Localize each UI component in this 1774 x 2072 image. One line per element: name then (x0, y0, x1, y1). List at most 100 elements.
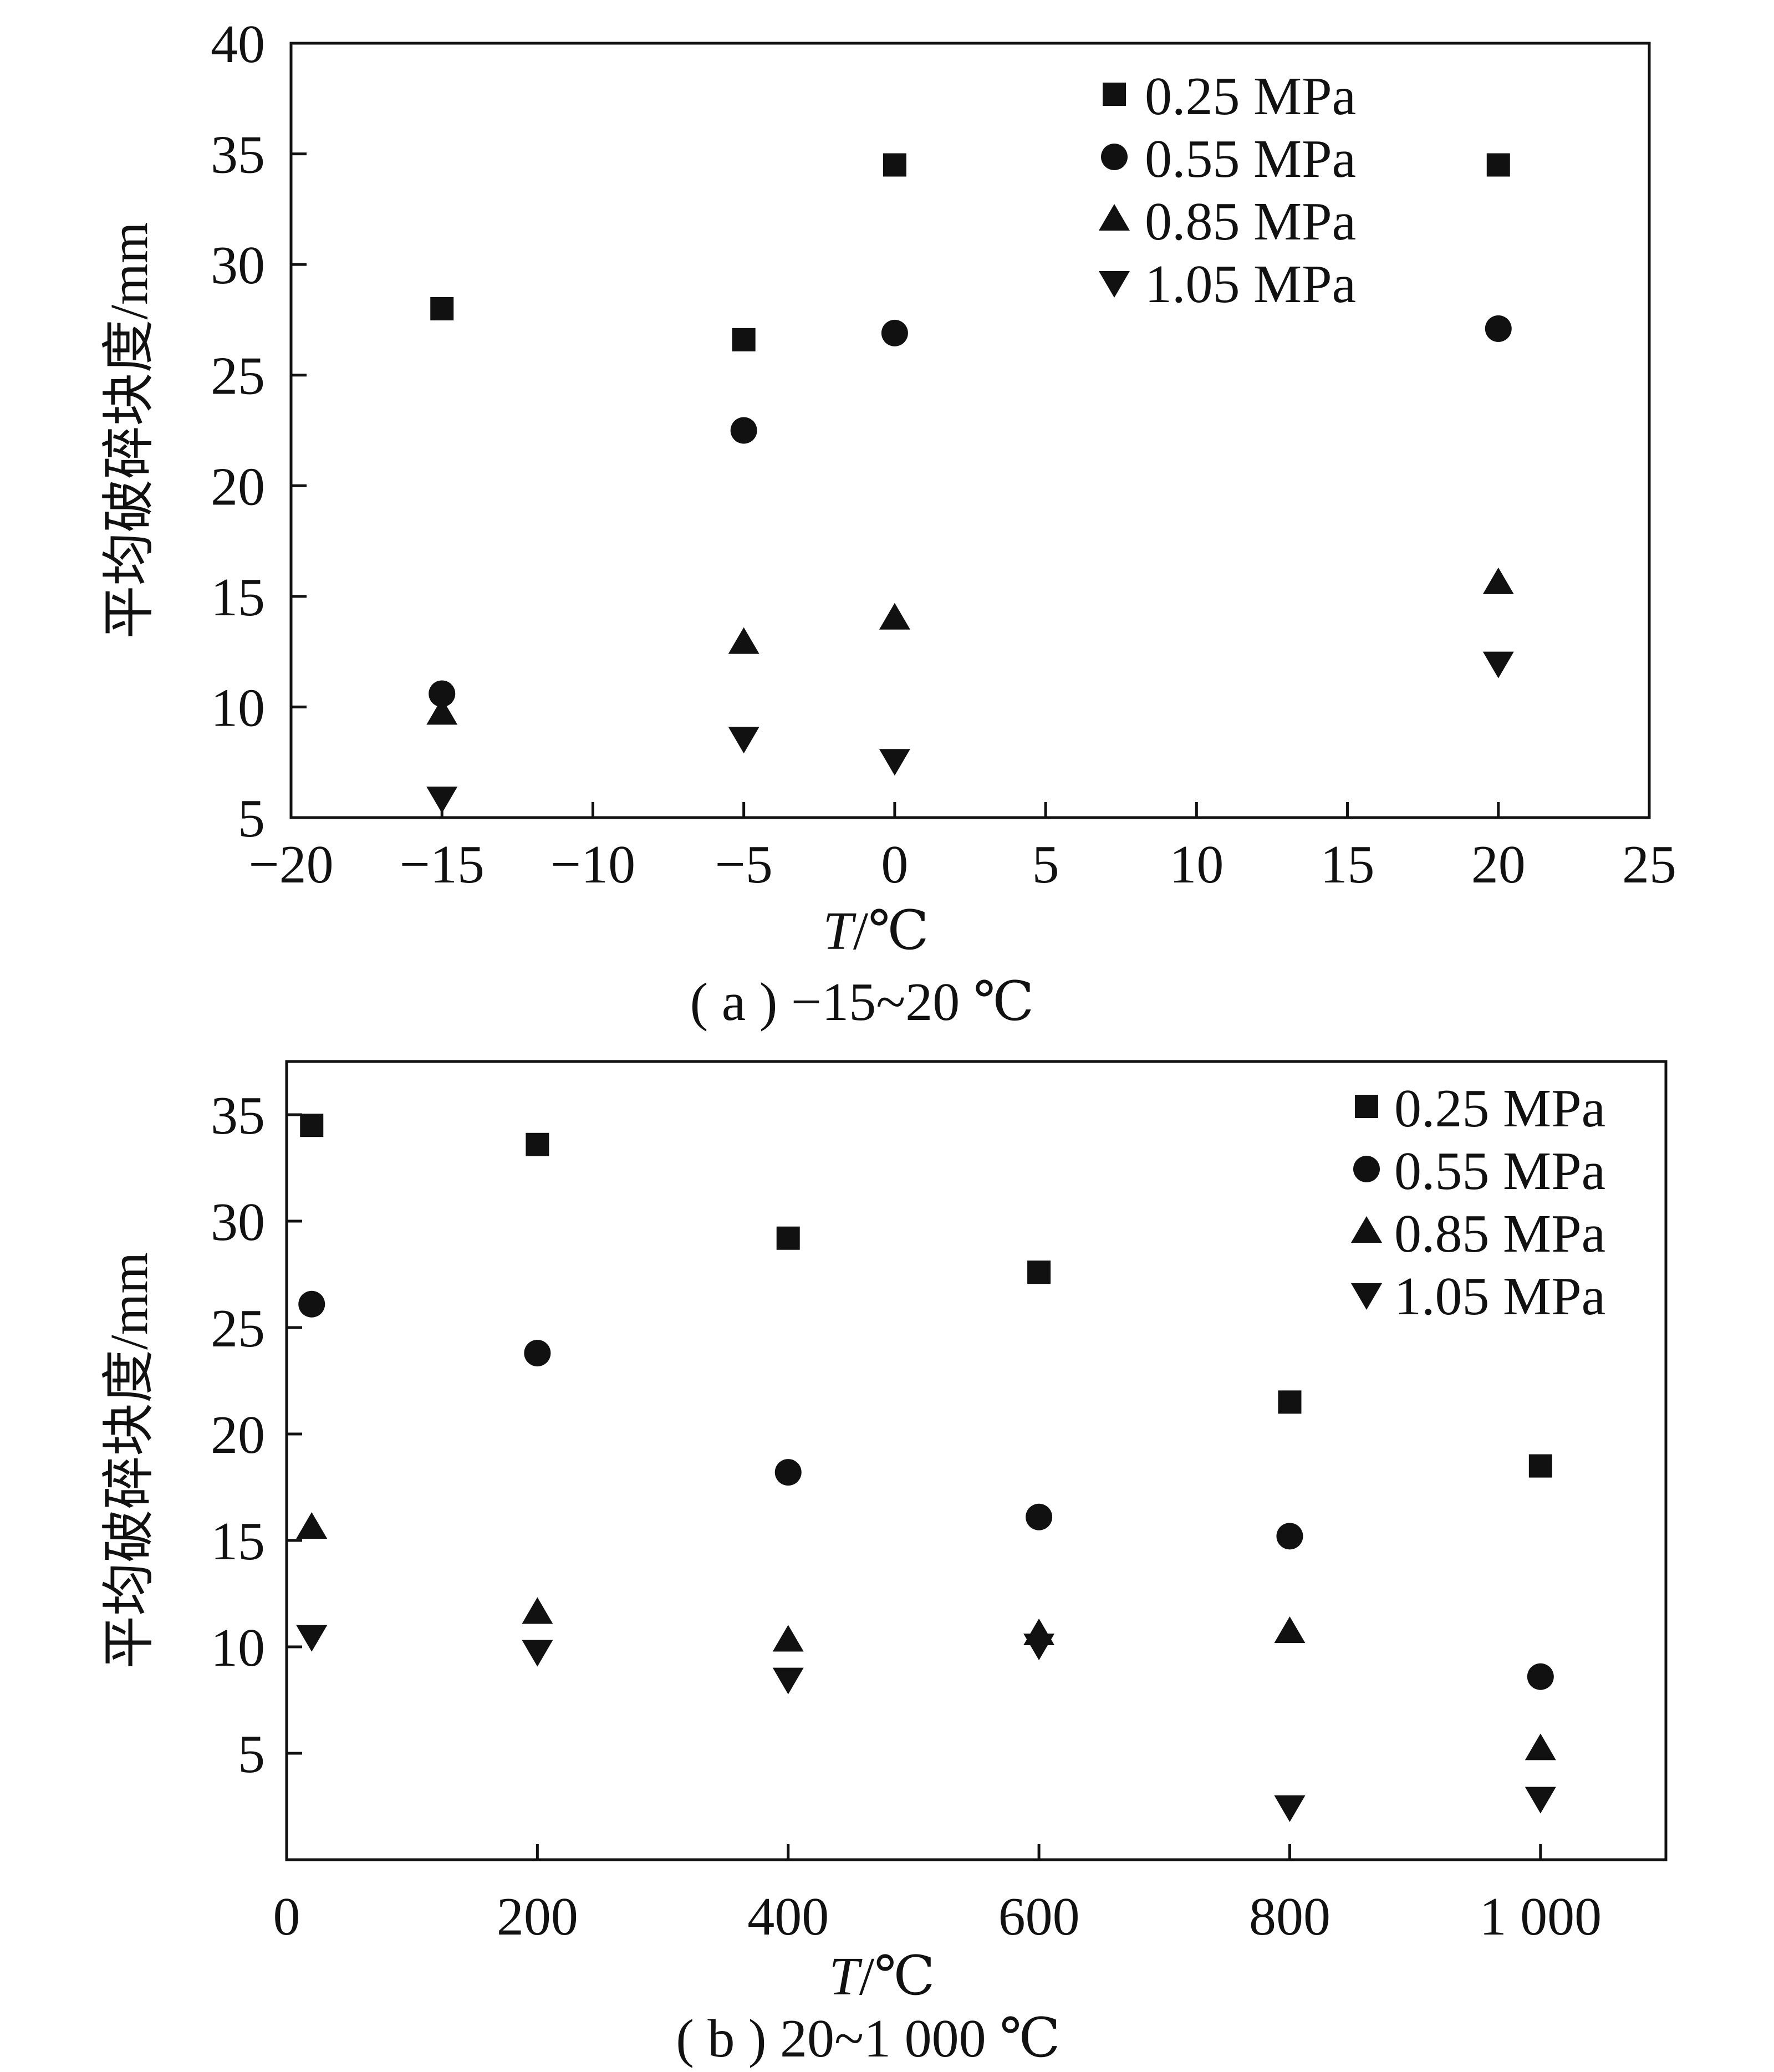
x-axis-unit: /℃ (853, 901, 929, 961)
y-tick-label: 10 (211, 678, 265, 738)
plot-frame (289, 42, 1651, 819)
chart-panel-a: −20 −15 −10 −5 0 5 10 15 20 25 5 10 15 20 25 30 35 40 T/℃ 平… (99, 14, 1676, 1032)
data-point-circle (429, 680, 456, 707)
data-point-triangle-down (1482, 651, 1514, 678)
data-point-circle (1026, 1503, 1053, 1530)
data-point-circle (881, 319, 908, 346)
x-tick-label: 15 (1321, 835, 1375, 895)
data-point-circle (1527, 1663, 1554, 1690)
data-point-triangle-up (1525, 1733, 1556, 1760)
x-axis-title: T/℃ (829, 1947, 935, 2007)
data-point-square (300, 1114, 324, 1137)
series-circle (298, 1290, 1554, 1690)
data-point-circle (524, 1340, 551, 1367)
x-tick-label: −20 (248, 835, 333, 895)
x-tick-label: 25 (1622, 835, 1676, 895)
legend-label: 1.05 MPa (1145, 254, 1356, 314)
data-point-circle (774, 1459, 802, 1486)
data-point-square (776, 1226, 800, 1250)
x-tick-label: −10 (550, 835, 635, 895)
y-tick-label: 25 (211, 346, 265, 406)
data-point-circle (298, 1290, 325, 1318)
legend-marker-triangle-up (1351, 1216, 1382, 1243)
data-point-triangle-down (1274, 1795, 1306, 1822)
x-tick-label: 0 (881, 835, 908, 895)
data-point-triangle-down (879, 749, 910, 776)
series-square (300, 1114, 1552, 1478)
chart-panel-b: 0 200 400 600 800 1 000 5 10 15 20 25 30 35 T/℃ 平均破碎块度… (99, 1060, 1668, 2069)
panel-caption: ( b ) 20~1 000 ℃ (676, 2009, 1060, 2069)
legend-marker-triangle-down (1351, 1283, 1382, 1310)
legend-marker-circle (1101, 144, 1128, 170)
data-point-square (430, 297, 454, 320)
x-tick-label: 20 (1471, 835, 1526, 895)
data-point-triangle-down (772, 1667, 804, 1695)
data-point-triangle-down (426, 787, 458, 814)
legend-label: 0.55 MPa (1394, 1141, 1605, 1201)
legend-marker-circle (1353, 1156, 1380, 1182)
y-tick-label: 20 (211, 1405, 265, 1465)
y-tick-label: 5 (238, 789, 265, 849)
x-tick-label: 200 (497, 1887, 578, 1947)
data-point-triangle-up (728, 627, 759, 654)
data-point-triangle-up (1274, 1616, 1306, 1644)
legend-marker-square (1103, 83, 1126, 106)
y-tick-label: 40 (211, 14, 265, 74)
data-point-circle (730, 417, 757, 444)
y-tick-label: 5 (238, 1724, 265, 1784)
legend-label: 0.85 MPa (1394, 1204, 1605, 1264)
data-point-triangle-down (1023, 1634, 1055, 1661)
data-point-triangle-down (296, 1625, 328, 1652)
data-point-square (1027, 1260, 1051, 1284)
y-tick-label: 30 (211, 1192, 265, 1252)
data-point-triangle-up (1482, 567, 1514, 594)
legend-label: 1.05 MPa (1394, 1267, 1605, 1326)
data-point-triangle-down (728, 727, 759, 754)
data-point-square (883, 153, 906, 177)
series-circle (429, 315, 1512, 707)
data-point-triangle-down (522, 1640, 553, 1667)
data-point-square (526, 1132, 549, 1156)
legend-marker-triangle-up (1099, 204, 1130, 231)
x-axis-variable: T (829, 1947, 863, 2007)
legend-label: 0.25 MPa (1145, 67, 1356, 126)
x-tick-label: 5 (1032, 835, 1059, 895)
x-axis-title: T/℃ (823, 901, 929, 961)
x-tick-label: 0 (273, 1887, 300, 1947)
data-point-triangle-up (879, 603, 910, 630)
y-tick-label: 10 (211, 1618, 265, 1678)
data-point-square (1278, 1390, 1302, 1414)
series-square (430, 153, 1510, 351)
panel-caption: ( a ) −15~20 ℃ (690, 972, 1034, 1032)
data-point-triangle-down (1525, 1787, 1556, 1814)
legend-label: 0.25 MPa (1394, 1079, 1605, 1139)
x-tick-label: 10 (1169, 835, 1224, 895)
data-point-triangle-up (772, 1625, 804, 1652)
series-triangle-up (426, 567, 1514, 725)
y-axis-title: 平均破碎块度/mm (99, 1252, 159, 1669)
y-tick-label: 15 (211, 1512, 265, 1571)
y-tick-label: 20 (211, 457, 265, 517)
x-tick-label: 400 (747, 1887, 829, 1947)
x-tick-label: 1 000 (1480, 1887, 1602, 1947)
x-axis-variable: T (823, 901, 857, 961)
data-point-square (732, 328, 756, 351)
x-tick-label: 600 (998, 1887, 1080, 1947)
legend-marker-triangle-down (1099, 271, 1130, 298)
x-axis-unit: /℃ (859, 1947, 935, 2007)
y-tick-label: 25 (211, 1299, 265, 1359)
series-triangle-down (426, 651, 1514, 814)
legend-label: 0.55 MPa (1145, 129, 1356, 189)
series-triangle-down (296, 1625, 1556, 1822)
data-point-circle (1485, 315, 1512, 342)
data-point-triangle-up (426, 698, 458, 725)
x-tick-label: −5 (715, 835, 773, 895)
x-tick-label: 800 (1249, 1887, 1330, 1947)
legend-label: 0.85 MPa (1145, 192, 1356, 252)
data-point-square (1528, 1454, 1552, 1478)
legend-marker-square (1355, 1095, 1378, 1118)
data-point-circle (1276, 1523, 1303, 1550)
